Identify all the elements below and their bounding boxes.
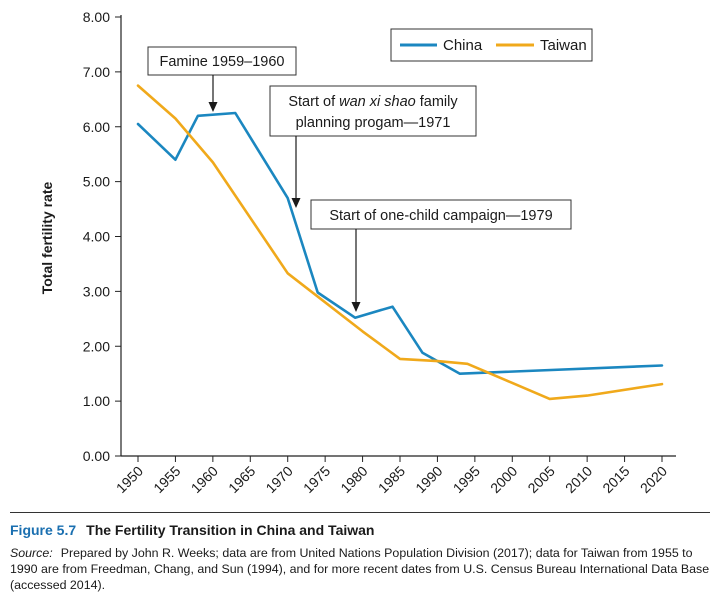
fertility-line-chart: Total fertility rate 0.00 1.00 2.00 3.00 4.0… (39, 9, 676, 496)
y-tick-label: 0.00 (83, 448, 110, 464)
annotation-famine-text: Famine 1959–1960 (160, 54, 285, 70)
x-tick-label: 2005 (524, 463, 557, 496)
annotation-wanxishao-italic: wan xi shao (339, 94, 416, 110)
annotation-wanxishao-part1: Start of (288, 94, 339, 110)
annotation-wanxishao: Start of wan xi shao family planning pro… (269, 85, 477, 208)
legend-label-china: China (443, 37, 483, 54)
source-text: Prepared by John R. Weeks; data are from… (10, 546, 710, 592)
y-axis-label: Total fertility rate (39, 182, 55, 295)
x-tick-label: 2010 (562, 463, 595, 496)
y-tick-label: 5.00 (83, 174, 110, 190)
x-tick-label: 2000 (487, 463, 520, 496)
x-tick-label: 1980 (337, 463, 370, 496)
y-tick-label: 4.00 (83, 229, 110, 245)
x-tick-label: 1990 (412, 463, 445, 496)
x-tick-label: 2020 (637, 463, 670, 496)
annotation-onechild-box (310, 199, 572, 230)
annotation-onechild-text: Start of one-child campaign—1979 (329, 208, 552, 224)
annotation-wanxishao-line2: planning progam—1971 (296, 115, 451, 131)
figure-title: The Fertility Transition in China and Ta… (86, 522, 375, 538)
legend-label-taiwan: Taiwan (540, 37, 587, 54)
figure-title-line: Figure 5.7 The Fertility Transition in Ch… (10, 521, 710, 539)
series-line-china (136, 111, 664, 376)
x-tick-label: 1960 (188, 463, 221, 496)
legend: China Taiwan (390, 28, 593, 62)
annotation-famine-box (147, 46, 297, 76)
y-tick-label: 6.00 (83, 119, 110, 135)
source-label: Source: (10, 546, 53, 560)
annotation-wanxishao-line1: Start of wan xi shao family (288, 94, 458, 110)
series-line-taiwan (136, 84, 664, 401)
x-tick-label: 1950 (113, 463, 146, 496)
y-tick-label: 2.00 (83, 338, 110, 354)
annotation-famine: Famine 1959–1960 (147, 46, 297, 112)
axes: 0.00 1.00 2.00 3.00 4.00 5.00 6.00 7.00 8.00 1950… (83, 9, 676, 496)
annotation-onechild-arrowhead (351, 302, 361, 312)
annotation-onechild: Start of one-child campaign—1979 (310, 199, 572, 312)
y-tick-label: 8.00 (83, 9, 110, 25)
annotation-famine-arrowhead (208, 102, 218, 112)
annotation-wanxishao-part3: family (416, 94, 459, 110)
x-tick-label: 1995 (450, 463, 483, 496)
annotation-wanxishao-box (269, 85, 477, 137)
x-tick-label: 1955 (150, 463, 183, 496)
y-tick-label: 3.00 (83, 283, 110, 299)
x-tick-label: 1985 (375, 463, 408, 496)
figure-label: Figure 5.7 (10, 522, 77, 538)
series-layer (136, 84, 664, 401)
x-tick-label: 1975 (300, 463, 333, 496)
x-tick-label: 1965 (225, 463, 258, 496)
annotation-wanxishao-arrowhead (291, 198, 301, 208)
y-tick-label: 1.00 (83, 393, 110, 409)
x-tick-label: 1970 (262, 463, 295, 496)
figure-caption: Figure 5.7 The Fertility Transition in Ch… (10, 512, 710, 593)
y-tick-label: 7.00 (83, 64, 110, 80)
x-tick-label: 2015 (599, 463, 632, 496)
figure-source: Source: Prepared by John R. Weeks; data a… (10, 545, 710, 593)
